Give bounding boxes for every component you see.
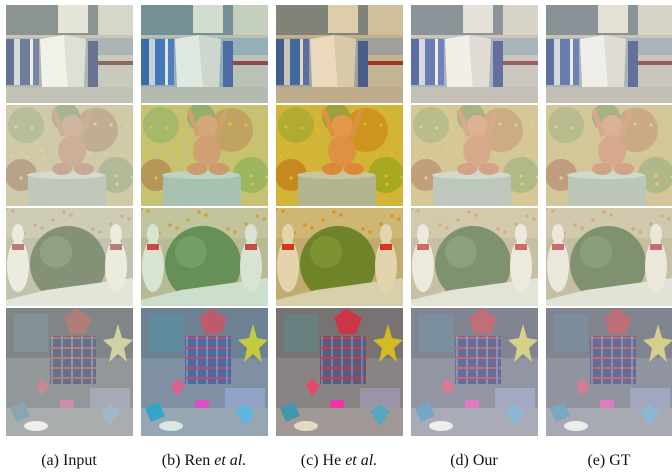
caption-method: Our: [472, 452, 498, 469]
caption-c: (c) He et al.: [272, 452, 406, 470]
caption-method: GT: [609, 452, 631, 469]
caption-label: (e): [587, 452, 606, 469]
doll-map-scene-e-image: [546, 105, 672, 206]
bookshelf-scene-e-image: [546, 5, 672, 103]
ball-bowling-pin-scene-e-image: [546, 208, 672, 306]
bookshelf-scene-c-image: [276, 5, 403, 103]
toys-scene-d: [411, 308, 538, 436]
bookshelf-scene-e: [546, 5, 672, 103]
toys-scene-e: [546, 308, 672, 436]
toys-scene-b-image: [141, 308, 268, 436]
toys-scene-e-image: [546, 308, 672, 436]
caption-label: (b): [161, 452, 181, 469]
bookshelf-scene-a-image: [6, 5, 133, 103]
caption-emphasis: et al.: [214, 452, 247, 469]
ball-bowling-pin-scene-c: [276, 208, 403, 306]
caption-label: (a): [41, 452, 59, 469]
doll-map-scene-c: [276, 105, 403, 206]
toys-scene-c-image: [276, 308, 403, 436]
doll-map-scene-b: [141, 105, 268, 206]
ball-bowling-pin-scene-e: [546, 208, 672, 306]
doll-map-scene-d: [411, 105, 538, 206]
toys-scene-b: [141, 308, 268, 436]
bookshelf-scene-c: [276, 5, 403, 103]
caption-method: Input: [62, 452, 97, 469]
ball-bowling-pin-scene-b: [141, 208, 268, 306]
toys-scene-c: [276, 308, 403, 436]
caption-emphasis: et al.: [345, 452, 378, 469]
ball-bowling-pin-scene-c-image: [276, 208, 403, 306]
bookshelf-scene-b: [141, 5, 268, 103]
caption-d: (d) Our: [407, 452, 541, 470]
ball-bowling-pin-scene-b-image: [141, 208, 268, 306]
caption-label: (c): [300, 452, 319, 469]
ball-bowling-pin-scene-a-image: [6, 208, 133, 306]
caption-label: (d): [450, 452, 469, 469]
doll-map-scene-c-image: [276, 105, 403, 206]
ball-bowling-pin-scene-d-image: [411, 208, 538, 306]
caption-e: (e) GT: [542, 452, 672, 470]
ball-bowling-pin-scene-a: [6, 208, 133, 306]
toys-scene-a-image: [6, 308, 133, 436]
toys-scene-a: [6, 308, 133, 436]
toys-scene-d-image: [411, 308, 538, 436]
doll-map-scene-d-image: [411, 105, 538, 206]
bookshelf-scene-d-image: [411, 5, 538, 103]
caption-method: He: [322, 452, 342, 469]
caption-a: (a) Input: [2, 452, 136, 470]
doll-map-scene-b-image: [141, 105, 268, 206]
doll-map-scene-a-image: [6, 105, 133, 206]
bookshelf-scene-d: [411, 5, 538, 103]
caption-method: Ren: [184, 452, 211, 469]
bookshelf-scene-b-image: [141, 5, 268, 103]
doll-map-scene-e: [546, 105, 672, 206]
ball-bowling-pin-scene-d: [411, 208, 538, 306]
doll-map-scene-a: [6, 105, 133, 206]
caption-b: (b) Ren et al.: [137, 452, 271, 470]
bookshelf-scene-a: [6, 5, 133, 103]
